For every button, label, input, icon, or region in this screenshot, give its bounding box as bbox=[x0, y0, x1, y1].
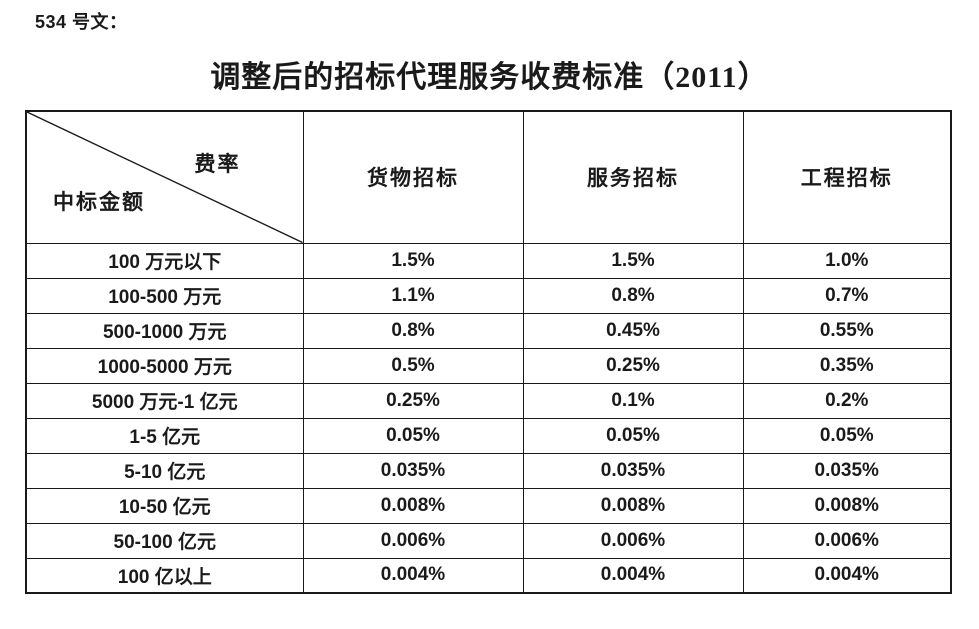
rate-cell: 0.035% bbox=[522, 452, 744, 489]
table-row: 10-50 亿元 0.008% 0.008% 0.008% bbox=[25, 487, 952, 524]
rate-cell: 0.05% bbox=[302, 417, 524, 454]
rate-cell: 0.004% bbox=[522, 557, 744, 594]
column-header-services: 服务招标 bbox=[522, 110, 744, 244]
rate-cell: 0.008% bbox=[742, 487, 952, 524]
row-label-cell: 100 万元以下 bbox=[25, 242, 304, 279]
rate-cell: 0.035% bbox=[302, 452, 524, 489]
rate-cell: 0.006% bbox=[522, 522, 744, 559]
column-header-engineering: 工程招标 bbox=[742, 110, 952, 244]
column-header-goods: 货物招标 bbox=[302, 110, 524, 244]
rate-cell: 0.05% bbox=[522, 417, 744, 454]
rate-cell: 0.004% bbox=[742, 557, 952, 594]
rate-cell: 0.006% bbox=[302, 522, 524, 559]
diagonal-corner-cell: 费率 中标金额 bbox=[25, 110, 304, 244]
table-row: 100 亿以上 0.004% 0.004% 0.004% bbox=[25, 557, 952, 594]
row-label-cell: 500-1000 万元 bbox=[25, 312, 304, 349]
rate-cell: 0.008% bbox=[302, 487, 524, 524]
rate-cell: 0.45% bbox=[522, 312, 744, 349]
rate-cell: 0.004% bbox=[302, 557, 524, 594]
page-title: 调整后的招标代理服务收费标准（2011） bbox=[210, 61, 769, 94]
rate-cell: 0.55% bbox=[742, 312, 952, 349]
rate-cell: 0.25% bbox=[522, 347, 744, 384]
rate-cell: 0.1% bbox=[522, 382, 744, 419]
row-label-cell: 100-500 万元 bbox=[25, 277, 304, 314]
row-label-cell: 100 亿以上 bbox=[25, 557, 304, 594]
rate-cell: 0.035% bbox=[742, 452, 952, 489]
rate-cell: 0.8% bbox=[522, 277, 744, 314]
diagonal-divider-line bbox=[27, 112, 303, 243]
table-row: 100 万元以下 1.5% 1.5% 1.0% bbox=[25, 242, 952, 279]
rate-cell: 0.05% bbox=[742, 417, 952, 454]
table-row: 50-100 亿元 0.006% 0.006% 0.006% bbox=[25, 522, 952, 559]
rate-cell: 0.006% bbox=[742, 522, 952, 559]
table-row: 5000 万元-1 亿元 0.25% 0.1% 0.2% bbox=[25, 382, 952, 419]
rate-cell: 0.8% bbox=[302, 312, 524, 349]
rate-cell: 1.5% bbox=[302, 242, 524, 279]
row-label-cell: 50-100 亿元 bbox=[25, 522, 304, 559]
table-row: 100-500 万元 1.1% 0.8% 0.7% bbox=[25, 277, 952, 314]
rate-cell: 0.008% bbox=[522, 487, 744, 524]
rate-cell: 0.35% bbox=[742, 347, 952, 384]
corner-label-rate: 费率 bbox=[194, 152, 241, 176]
row-label-cell: 5-10 亿元 bbox=[25, 452, 304, 489]
row-label-cell: 1000-5000 万元 bbox=[25, 347, 304, 384]
rate-cell: 1.1% bbox=[302, 277, 524, 314]
row-label-cell: 1-5 亿元 bbox=[25, 417, 304, 454]
table-row: 5-10 亿元 0.035% 0.035% 0.035% bbox=[25, 452, 952, 489]
table-row: 500-1000 万元 0.8% 0.45% 0.55% bbox=[25, 312, 952, 349]
row-label-cell: 5000 万元-1 亿元 bbox=[25, 382, 304, 419]
doc-number-label: 534 号文： bbox=[35, 12, 128, 32]
row-label-cell: 10-50 亿元 bbox=[25, 487, 304, 524]
fee-rate-table: 费率 中标金额 货物招标 服务招标 工程招标 100 万元以下 1.5% 1.5… bbox=[25, 110, 952, 594]
corner-label-amount: 中标金额 bbox=[53, 190, 145, 214]
table-row: 1-5 亿元 0.05% 0.05% 0.05% bbox=[25, 417, 952, 454]
rate-cell: 0.25% bbox=[302, 382, 524, 419]
rate-cell: 0.7% bbox=[742, 277, 952, 314]
table-row: 1000-5000 万元 0.5% 0.25% 0.35% bbox=[25, 347, 952, 384]
rate-cell: 1.0% bbox=[742, 242, 952, 279]
table-header-row: 费率 中标金额 货物招标 服务招标 工程招标 bbox=[25, 110, 952, 244]
rate-cell: 1.5% bbox=[522, 242, 744, 279]
rate-cell: 0.2% bbox=[742, 382, 952, 419]
rate-cell: 0.5% bbox=[302, 347, 524, 384]
